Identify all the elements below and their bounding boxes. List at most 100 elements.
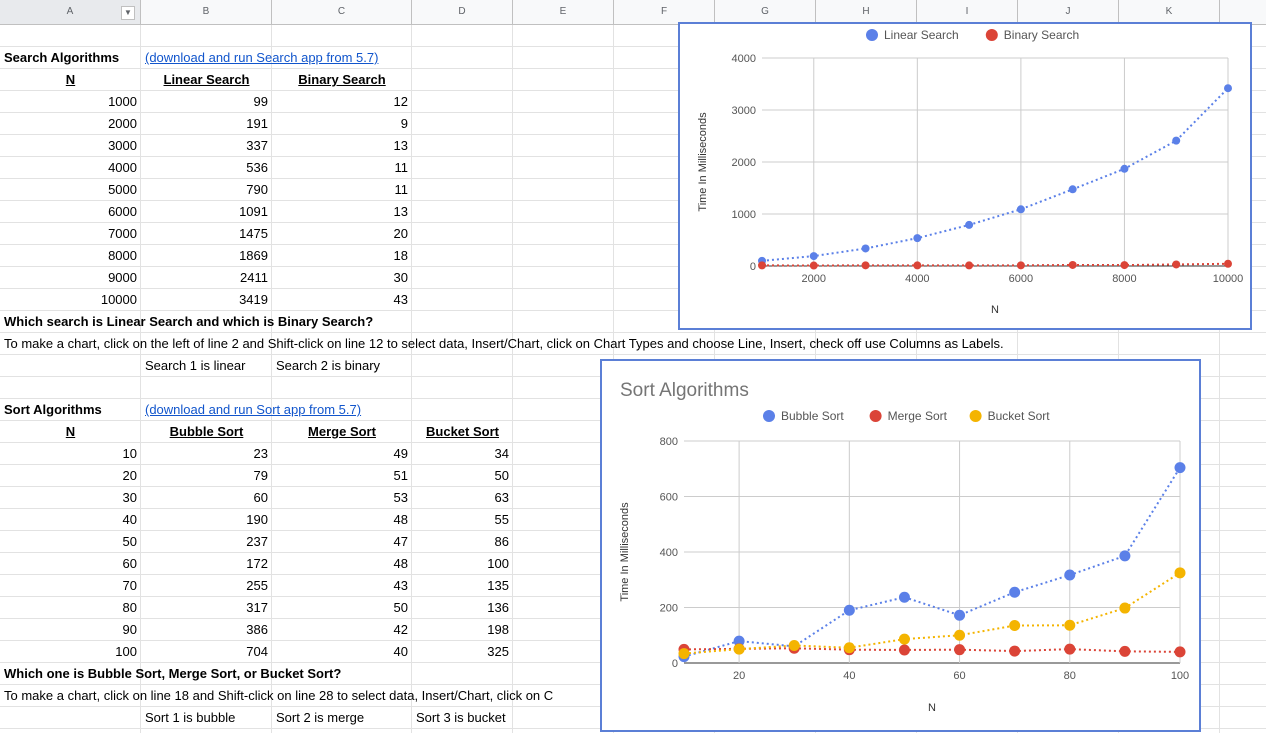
sort-answer-1[interactable]: Sort 1 is bubble [145, 710, 236, 725]
search-app-link[interactable]: (download and run Search app from 5.7) [145, 50, 379, 65]
sort-cell-bucket[interactable]: 55 [494, 512, 509, 527]
sort-cell-bubble[interactable]: 237 [246, 534, 268, 549]
sort-cell-bucket[interactable]: 63 [494, 490, 509, 505]
search-cell-binary[interactable]: 12 [393, 94, 408, 109]
search-cell-linear[interactable]: 191 [246, 116, 268, 131]
sort-instructions[interactable]: To make a chart, click on line 18 and Sh… [4, 688, 554, 703]
sort-chart[interactable]: Sort Algorithms Bubble Sort Merge Sort Buck… [600, 359, 1201, 732]
sort-header-merge[interactable]: Merge Sort [308, 424, 376, 439]
sort-header-bucket[interactable]: Bucket Sort [426, 424, 499, 439]
search-cell-n[interactable]: 8000 [108, 248, 137, 263]
sort-cell-bucket[interactable]: 198 [487, 622, 509, 637]
search-cell-n[interactable]: 10000 [100, 292, 137, 307]
column-header-h[interactable]: H [816, 0, 917, 24]
sort-cell-n[interactable]: 70 [122, 578, 137, 593]
sort-cell-bubble[interactable]: 190 [246, 512, 268, 527]
search-cell-linear[interactable]: 99 [253, 94, 268, 109]
column-header-j[interactable]: J [1018, 0, 1119, 24]
search-cell-binary[interactable]: 20 [393, 226, 408, 241]
sort-cell-merge[interactable]: 40 [393, 644, 408, 659]
column-header-f[interactable]: F [614, 0, 715, 24]
search-cell-n[interactable]: 5000 [108, 182, 137, 197]
search-answer-2[interactable]: Search 2 is binary [276, 358, 381, 373]
sort-cell-bubble[interactable]: 704 [246, 644, 268, 659]
sort-cell-bubble[interactable]: 60 [253, 490, 268, 505]
sort-answer-3[interactable]: Sort 3 is bucket [416, 710, 506, 725]
column-header-i[interactable]: I [917, 0, 1018, 24]
search-cell-binary[interactable]: 18 [393, 248, 408, 263]
search-cell-n[interactable]: 7000 [108, 226, 137, 241]
search-cell-linear[interactable]: 536 [246, 160, 268, 175]
sort-app-link[interactable]: (download and run Sort app from 5.7) [145, 402, 362, 417]
search-cell-binary[interactable]: 43 [393, 292, 408, 307]
search-chart[interactable]: Linear Search Binary Search 0 1000 2000 3000 4… [678, 22, 1252, 330]
chevron-down-icon[interactable]: ▼ [121, 6, 135, 20]
sort-cell-bucket[interactable]: 100 [487, 556, 509, 571]
search-cell-linear[interactable]: 337 [246, 138, 268, 153]
sort-cell-bubble[interactable]: 317 [246, 600, 268, 615]
search-cell-binary[interactable]: 13 [393, 204, 408, 219]
sort-cell-bucket[interactable]: 325 [487, 644, 509, 659]
sort-header-bubble[interactable]: Bubble Sort [169, 424, 244, 439]
sort-cell-bucket[interactable]: 50 [494, 468, 509, 483]
sort-cell-merge[interactable]: 49 [393, 446, 408, 461]
column-header-e[interactable]: E [513, 0, 614, 24]
search-cell-n[interactable]: 4000 [108, 160, 137, 175]
search-cell-n[interactable]: 9000 [108, 270, 137, 285]
sort-cell-merge[interactable]: 51 [393, 468, 408, 483]
sort-cell-bubble[interactable]: 172 [246, 556, 268, 571]
sort-cell-bucket[interactable]: 86 [494, 534, 509, 549]
sort-answer-2[interactable]: Sort 2 is merge [276, 710, 365, 725]
search-instructions[interactable]: To make a chart, click on the left of li… [4, 336, 1004, 351]
search-cell-n[interactable]: 3000 [108, 138, 137, 153]
sort-cell-merge[interactable]: 43 [393, 578, 408, 593]
column-header-b[interactable]: B [141, 0, 272, 24]
search-cell-binary[interactable]: 13 [393, 138, 408, 153]
sort-cell-merge[interactable]: 42 [393, 622, 408, 637]
sort-cell-bucket[interactable]: 135 [487, 578, 509, 593]
search-header-binary[interactable]: Binary Search [298, 72, 386, 87]
search-cell-linear[interactable]: 3419 [239, 292, 268, 307]
sort-cell-merge[interactable]: 48 [393, 556, 408, 571]
search-question[interactable]: Which search is Linear Search and which … [4, 314, 374, 329]
sort-cell-n[interactable]: 40 [122, 512, 137, 527]
sort-title[interactable]: Sort Algorithms [4, 402, 102, 417]
sort-cell-merge[interactable]: 48 [393, 512, 408, 527]
column-header-g[interactable]: G [715, 0, 816, 24]
search-cell-linear[interactable]: 1475 [239, 226, 268, 241]
sort-cell-n[interactable]: 30 [122, 490, 137, 505]
column-header-k[interactable]: K [1119, 0, 1220, 24]
search-title[interactable]: Search Algorithms [4, 50, 120, 65]
sort-cell-n[interactable]: 10 [122, 446, 137, 461]
sort-cell-n[interactable]: 50 [122, 534, 137, 549]
sort-question[interactable]: Which one is Bubble Sort, Merge Sort, or… [4, 666, 342, 681]
search-cell-n[interactable]: 1000 [108, 94, 137, 109]
search-cell-n[interactable]: 2000 [108, 116, 137, 131]
column-header-a[interactable]: A ▼ [0, 0, 141, 24]
sort-cell-n[interactable]: 60 [122, 556, 137, 571]
search-header-linear[interactable]: Linear Search [163, 72, 250, 87]
sort-cell-bucket[interactable]: 136 [487, 600, 509, 615]
search-cell-linear[interactable]: 1869 [239, 248, 268, 263]
search-cell-binary[interactable]: 30 [393, 270, 408, 285]
sort-cell-bubble[interactable]: 386 [246, 622, 268, 637]
search-header-n[interactable]: N [65, 72, 76, 87]
search-cell-n[interactable]: 6000 [108, 204, 137, 219]
sort-cell-bucket[interactable]: 34 [494, 446, 509, 461]
sort-cell-merge[interactable]: 50 [393, 600, 408, 615]
sort-cell-n[interactable]: 20 [122, 468, 137, 483]
column-header-d[interactable]: D [412, 0, 513, 24]
sort-header-n[interactable]: N [65, 424, 76, 439]
sort-cell-n[interactable]: 80 [122, 600, 137, 615]
search-cell-binary[interactable]: 9 [400, 116, 408, 131]
sort-cell-merge[interactable]: 53 [393, 490, 408, 505]
search-cell-linear[interactable]: 1091 [239, 204, 268, 219]
search-cell-linear[interactable]: 2411 [240, 270, 268, 285]
column-header-c[interactable]: C [272, 0, 412, 24]
search-cell-binary[interactable]: 11 [394, 182, 409, 197]
search-cell-binary[interactable]: 11 [394, 160, 409, 175]
sort-cell-bubble[interactable]: 23 [253, 446, 268, 461]
sort-cell-bubble[interactable]: 255 [246, 578, 268, 593]
sort-cell-n[interactable]: 100 [115, 644, 137, 659]
sort-cell-bubble[interactable]: 79 [253, 468, 268, 483]
